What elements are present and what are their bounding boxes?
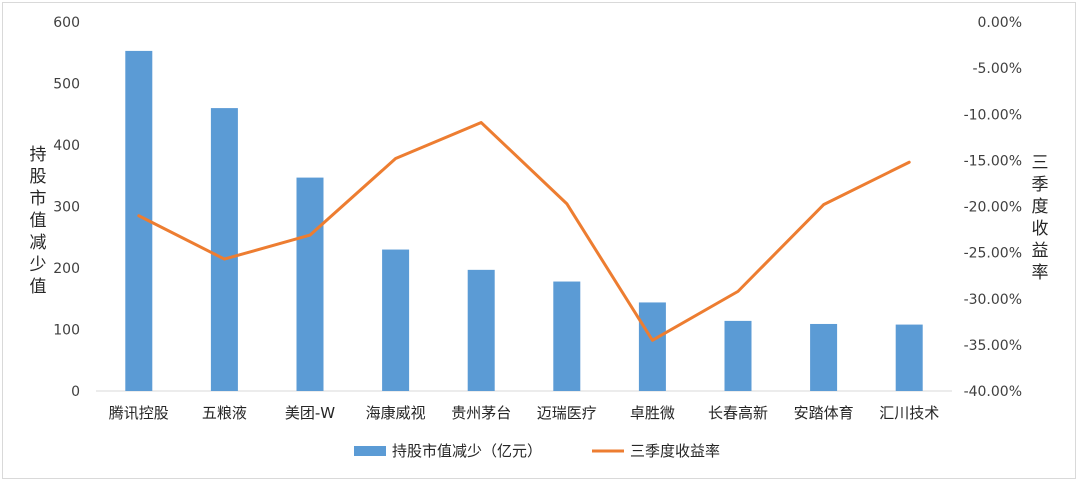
right-tick-label: 0.00% [978,15,1022,31]
category-label: 汇川技术 [879,404,939,422]
left-tick-label: 100 [53,323,80,339]
bar [638,302,666,391]
category-label: 贵州茅台 [451,404,511,422]
right-axis-title-char: 度 [1032,197,1049,217]
category-label: 海康威视 [366,404,426,422]
bar [467,269,495,391]
category-label: 迈瑞医疗 [537,404,597,422]
legend-label-bar: 持股市值减少（亿元） [392,442,542,460]
bar [382,249,410,391]
bar [553,281,581,391]
left-tick-label: 300 [53,200,80,216]
right-tick-label: -20.00% [964,200,1022,216]
right-axis-title: 三季度收益率 [1032,153,1049,283]
left-axis-title-char: 持 [30,145,47,165]
category-label: 安踏体育 [794,404,854,422]
bar-series [125,50,923,391]
left-axis-title-char: 股 [30,167,47,187]
right-tick-label: -15.00% [964,153,1022,169]
category-label: 腾讯控股 [109,404,169,422]
right-axis-title-char: 率 [1032,263,1049,283]
right-tick-label: -30.00% [964,292,1022,308]
category-label: 美团-W [285,404,335,422]
bar [296,177,324,391]
left-axis-title-char: 值 [30,277,47,297]
right-tick-label: -35.00% [964,338,1022,354]
left-tick-label: 200 [53,261,80,277]
category-label: 五粮液 [202,404,247,422]
right-axis-title-char: 收 [1032,219,1049,239]
left-tick-label: 400 [53,138,80,154]
line-path [137,121,911,342]
right-axis-ticks: 0.00% -5.00% -10.00% -15.00% -20.00% -25.00% -… [964,15,1022,400]
left-axis-title-char: 值 [30,211,47,231]
right-tick-label: -40.00% [964,384,1022,400]
right-axis-title-char: 益 [1032,241,1049,261]
right-tick-label: -5.00% [972,61,1022,77]
right-tick-label: -10.00% [964,107,1022,123]
bar [724,320,752,391]
left-tick-label: 0 [71,384,80,400]
right-axis-title-char: 三 [1032,153,1049,173]
right-axis-title-char: 季 [1032,175,1049,195]
left-tick-label: 500 [53,77,80,93]
category-label: 长春高新 [708,404,768,422]
legend-label-line: 三季度收益率 [630,442,720,460]
category-labels: 腾讯控股 五粮液 美团-W 海康威视 贵州茅台 迈瑞医疗 卓胜微 长春高新 安踏体育 汇川技术 [109,404,939,422]
bar [210,108,238,391]
left-tick-label: 600 [53,15,80,31]
left-axis-ticks: 0 100 200 300 400 500 600 [53,15,80,400]
line-series [137,121,911,342]
category-label: 卓胜微 [630,404,675,422]
left-axis-title-char: 少 [30,255,47,275]
legend: 持股市值减少（亿元） 三季度收益率 [354,442,720,460]
bar [810,323,838,391]
left-axis-title-char: 市 [30,189,47,209]
legend-swatch-bar [354,446,386,456]
left-axis-title-char: 减 [30,233,47,253]
bar [895,324,923,391]
right-tick-label: -25.00% [964,246,1022,262]
